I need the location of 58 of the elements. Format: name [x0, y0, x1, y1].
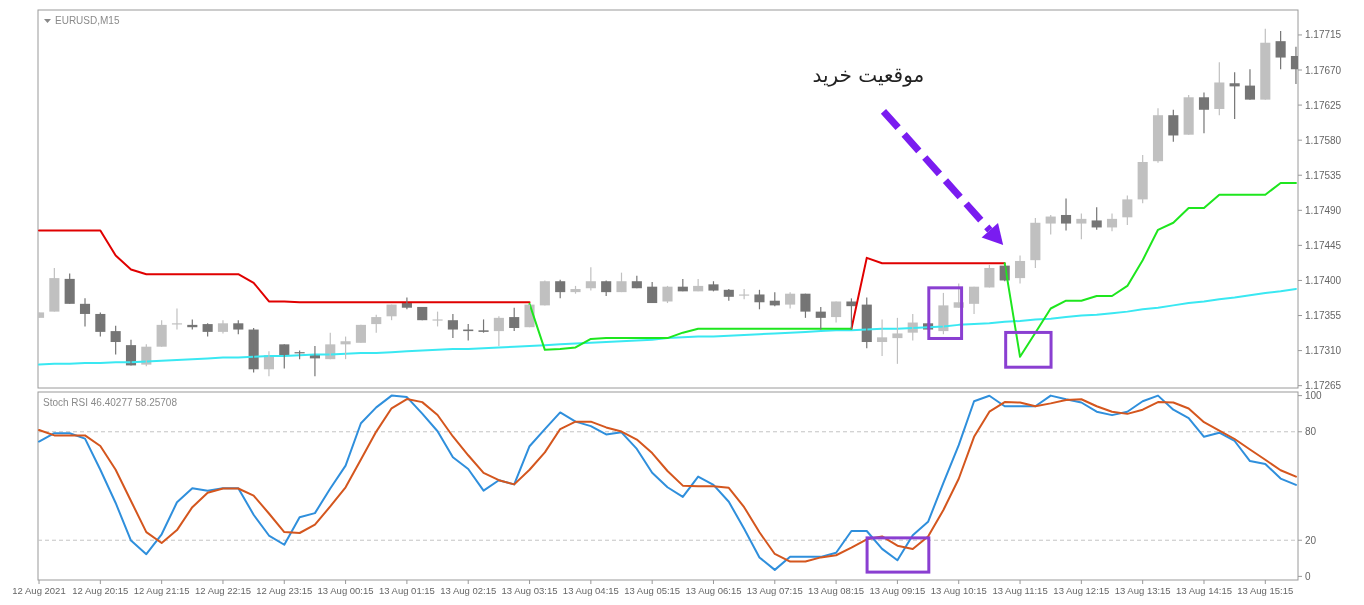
y-tick-label: 0: [1305, 570, 1311, 582]
text: Stoch RSI 46.40277 58.25708: [43, 397, 178, 408]
candlestick: [754, 289, 765, 310]
candlestick: [616, 272, 627, 293]
candlestick: [156, 319, 167, 348]
x-tick-label: 13 Aug 14:15: [1175, 585, 1232, 596]
x-tick-label: 13 Aug 06:15: [685, 585, 742, 596]
x-tick-label: 12 Aug 21:15: [133, 585, 190, 596]
y-tick-label: 100: [1305, 390, 1323, 402]
y-tick-label: 1.17625: [1305, 99, 1342, 111]
y-tick-label: 1.17535: [1305, 169, 1342, 181]
x-tick-label: 13 Aug 05:15: [624, 585, 681, 596]
x-tick-label: 13 Aug 11:15: [992, 585, 1048, 596]
candlestick: [110, 325, 121, 356]
x-tick-label: 13 Aug 10:15: [930, 585, 987, 596]
x-tick-label: 12 Aug 2021: [12, 585, 66, 596]
candlestick: [846, 297, 857, 331]
candlestick: [892, 317, 903, 365]
candlestick: [1076, 212, 1087, 240]
candlestick: [555, 279, 566, 299]
x-tick-label: 13 Aug 02:15: [440, 585, 497, 596]
y-tick-label: 80: [1305, 426, 1317, 438]
x-tick-label: 12 Aug 22:15: [194, 585, 251, 596]
x-tick-label: 13 Aug 03:15: [501, 585, 558, 596]
candlestick: [739, 288, 750, 300]
x-tick-label: 13 Aug 08:15: [808, 585, 865, 596]
x-tick-label: 13 Aug 07:15: [746, 585, 803, 596]
candlestick: [1214, 61, 1225, 116]
candlestick: [49, 267, 60, 313]
x-tick-label: 13 Aug 13:15: [1114, 585, 1171, 596]
y-tick-label: 1.17400: [1305, 274, 1342, 286]
candlestick: [800, 293, 811, 319]
y-tick-label: 1.17265: [1305, 380, 1342, 392]
candlestick: [171, 307, 183, 331]
text: EURUSD,M15: [55, 15, 120, 26]
x-tick-label: 13 Aug 15:15: [1237, 585, 1294, 596]
y-tick-label: 1.17490: [1305, 204, 1342, 216]
y-tick-label: 1.17310: [1305, 345, 1342, 357]
candlestick: [1183, 94, 1194, 136]
candlestick: [279, 343, 290, 370]
candlestick: [1122, 194, 1133, 226]
x-tick-label: 12 Aug 20:15: [72, 585, 129, 596]
y-tick-label: 1.17580: [1305, 134, 1342, 146]
y-tick-label: 1.17445: [1305, 239, 1342, 251]
annotation: موقعیت خرید: [812, 62, 925, 87]
x-tick-label: 13 Aug 00:15: [317, 585, 374, 596]
x-tick-label: 13 Aug 12:15: [1053, 585, 1110, 596]
candlestick: [509, 307, 520, 332]
x-tick-label: 13 Aug 09:15: [869, 585, 926, 596]
x-tick-label: 13 Aug 04:15: [562, 585, 619, 596]
candlestick: [1275, 30, 1286, 70]
y-tick-label: 1.17715: [1305, 29, 1342, 41]
x-tick-label: 12 Aug 23:15: [256, 585, 313, 596]
y-tick-label: 1.17670: [1305, 64, 1342, 76]
y-tick-label: 1.17355: [1305, 310, 1342, 322]
x-tick-label: 13 Aug 01:15: [378, 585, 435, 596]
candlestick: [95, 311, 106, 338]
y-tick-label: 20: [1305, 534, 1317, 546]
